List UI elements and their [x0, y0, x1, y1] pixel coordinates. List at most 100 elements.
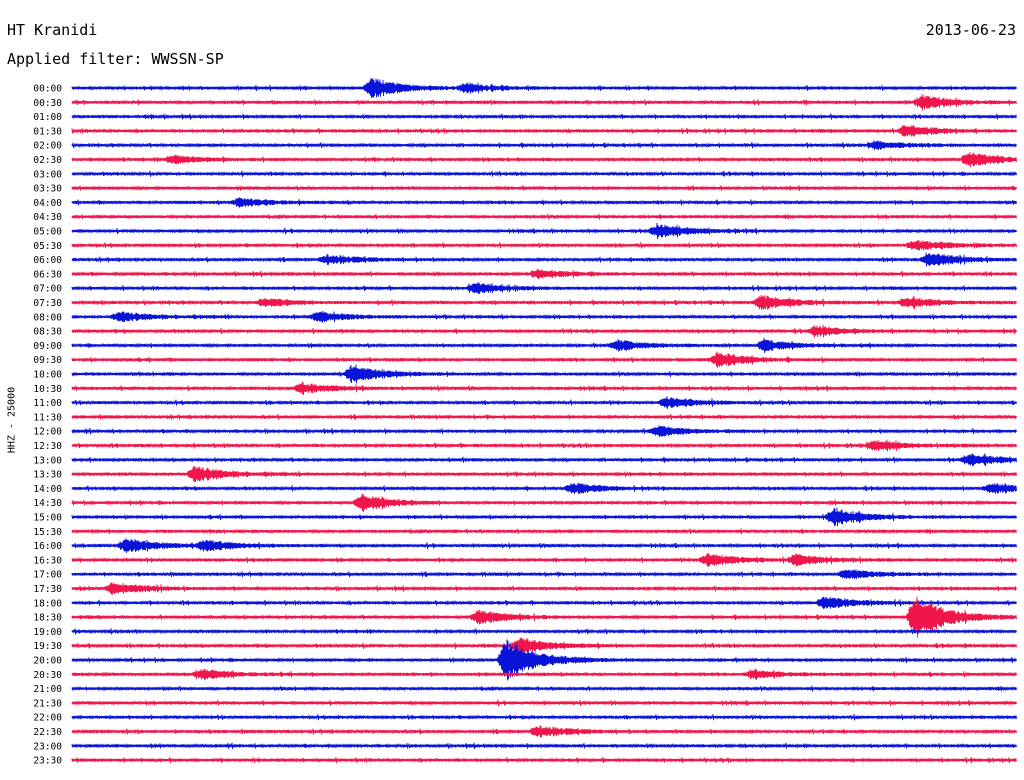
- tick-label-0630: 06:30: [33, 269, 62, 280]
- trace-1530: [71, 528, 1017, 535]
- tick-label-2030: 20:30: [33, 670, 62, 681]
- tick-label-1300: 13:00: [33, 455, 62, 466]
- trace-0800: [71, 310, 1017, 323]
- tick-label-0400: 04:00: [33, 198, 62, 209]
- tick-label-2200: 22:00: [33, 713, 62, 724]
- tick-label-1100: 11:00: [33, 398, 62, 409]
- tick-label-1630: 16:30: [33, 555, 62, 566]
- trace-0900: [71, 337, 1017, 353]
- trace-2300: [71, 742, 1017, 749]
- tick-label-1200: 12:00: [33, 427, 62, 438]
- tick-label-0530: 05:30: [33, 241, 62, 252]
- trace-0830: [71, 324, 1017, 338]
- trace-0030: [71, 94, 1017, 111]
- tick-label-1330: 13:30: [33, 470, 62, 481]
- trace-1630: [71, 553, 1017, 567]
- tick-label-0300: 03:00: [33, 169, 62, 180]
- trace-0930: [71, 351, 1017, 368]
- trace-0630: [71, 268, 1017, 280]
- trace-0200: [71, 140, 1017, 151]
- tick-label-2130: 21:30: [33, 698, 62, 709]
- tick-label-1900: 19:00: [33, 627, 62, 638]
- tick-label-0430: 04:30: [33, 212, 62, 223]
- tick-label-1930: 19:30: [33, 641, 62, 652]
- trace-0500: [71, 222, 1017, 240]
- trace-1700: [71, 569, 1017, 579]
- station-name: HT Kranidi: [7, 21, 98, 39]
- tick-label-2300: 23:00: [33, 741, 62, 752]
- tick-label-0900: 09:00: [33, 341, 62, 352]
- tick-label-1500: 15:00: [33, 513, 62, 524]
- trace-0700: [71, 282, 1017, 294]
- tick-label-0600: 06:00: [33, 255, 62, 266]
- trace-1730: [71, 582, 1017, 595]
- tick-label-1030: 10:30: [33, 384, 62, 395]
- trace-2030: [71, 668, 1017, 681]
- trace-1130: [71, 413, 1017, 420]
- trace-0400: [71, 197, 1017, 208]
- tick-label-1430: 14:30: [33, 498, 62, 509]
- tick-label-0930: 09:30: [33, 355, 62, 366]
- seismic-traces: [71, 77, 1017, 764]
- trace-0230: [71, 151, 1017, 168]
- tick-label-1400: 14:00: [33, 484, 62, 495]
- tick-label-0200: 02:00: [33, 141, 62, 152]
- trace-1930: [71, 637, 1017, 654]
- tick-label-0030: 00:30: [33, 98, 62, 109]
- tick-label-1230: 12:30: [33, 441, 62, 452]
- tick-label-1530: 15:30: [33, 527, 62, 538]
- trace-0530: [71, 240, 1017, 251]
- tick-label-0730: 07:30: [33, 298, 62, 309]
- tick-label-1700: 17:00: [33, 570, 62, 581]
- tick-label-1800: 18:00: [33, 598, 62, 609]
- trace-1300: [71, 453, 1017, 467]
- tick-label-0330: 03:30: [33, 184, 62, 195]
- tick-label-0000: 00:00: [33, 84, 62, 95]
- trace-2100: [71, 685, 1017, 692]
- trace-1400: [71, 482, 1017, 495]
- trace-1230: [71, 439, 1017, 452]
- filter-label: Applied filter: WWSSN-SP: [7, 50, 224, 68]
- trace-0330: [71, 185, 1017, 192]
- tick-label-0830: 08:30: [33, 327, 62, 338]
- tick-label-0700: 07:00: [33, 284, 62, 295]
- tick-label-1000: 10:00: [33, 370, 62, 381]
- tick-label-1130: 11:30: [33, 412, 62, 423]
- trace-1600: [71, 538, 1017, 553]
- trace-1430: [71, 493, 1017, 512]
- trace-0600: [71, 252, 1017, 267]
- tick-label-1600: 16:00: [33, 541, 62, 552]
- trace-1800: [71, 596, 1017, 609]
- tick-label-1730: 17:30: [33, 584, 62, 595]
- tick-label-2330: 23:30: [33, 756, 62, 767]
- trace-2130: [71, 699, 1017, 707]
- record-date: 2013-06-23: [925, 21, 1016, 39]
- trace-2200: [71, 713, 1017, 721]
- trace-1100: [71, 396, 1017, 409]
- tick-label-2100: 21:00: [33, 684, 62, 695]
- trace-2230: [71, 725, 1017, 738]
- tick-label-0230: 02:30: [33, 155, 62, 166]
- trace-0430: [71, 213, 1017, 220]
- trace-0300: [71, 170, 1017, 177]
- tick-label-2230: 22:30: [33, 727, 62, 738]
- trace-1900: [71, 628, 1017, 635]
- tick-label-0800: 08:00: [33, 312, 62, 323]
- trace-0100: [71, 113, 1017, 120]
- trace-1830: [71, 596, 1017, 638]
- trace-1000: [71, 364, 1017, 384]
- trace-1500: [71, 507, 1017, 527]
- trace-0000: [71, 77, 1017, 99]
- trace-2330: [71, 756, 1017, 764]
- tick-label-1830: 18:30: [33, 613, 62, 624]
- trace-1030: [71, 381, 1017, 395]
- tick-label-2000: 20:00: [33, 656, 62, 667]
- trace-2000: [71, 639, 1017, 681]
- tick-label-0130: 01:30: [33, 126, 62, 137]
- time-tick-labels: 00:00 00:30 01:00 01:30 02:00 02:30 03:00 03:30…: [33, 84, 62, 767]
- tick-label-0100: 01:00: [33, 112, 62, 123]
- trace-0130: [71, 125, 1017, 137]
- trace-0730: [71, 295, 1017, 310]
- trace-1330: [71, 466, 1017, 483]
